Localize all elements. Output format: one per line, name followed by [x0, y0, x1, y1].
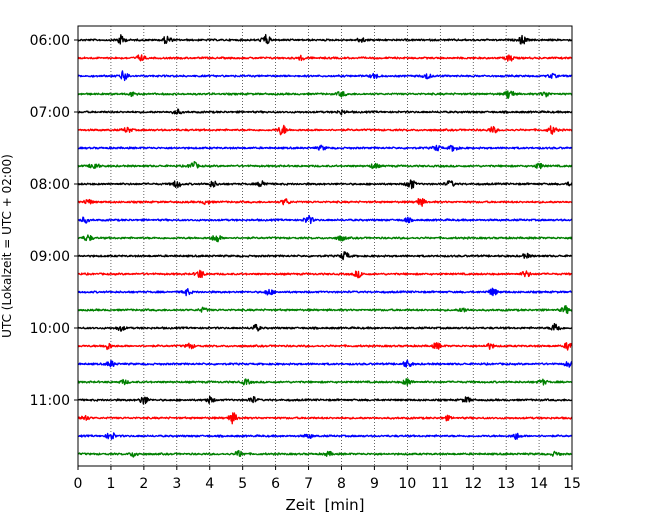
trace-0900	[77, 251, 573, 261]
x-tick-label-13: 13	[497, 476, 515, 492]
x-tick-label-12: 12	[464, 476, 482, 492]
trace-1145	[77, 449, 573, 458]
trace-1130	[77, 432, 573, 440]
trace-1100	[77, 395, 573, 405]
trace-1115	[77, 412, 573, 425]
trace-0700	[77, 108, 573, 116]
traces	[77, 33, 573, 458]
trace-0600	[77, 33, 573, 45]
y-tick-label-0800: 08:00	[30, 177, 70, 193]
y-tick-label-1000: 10:00	[30, 321, 70, 337]
x-tick-label-2: 2	[139, 476, 148, 492]
y-axis-label: UTC (Lokalzeit = UTC + 02:00)	[0, 154, 14, 338]
x-tick-label-11: 11	[431, 476, 449, 492]
y-tick-label-0700: 07:00	[30, 105, 70, 121]
trace-0800	[77, 179, 573, 190]
trace-0845	[77, 234, 573, 243]
trace-0915	[77, 269, 573, 279]
x-axis-label: Zeit [min]	[285, 496, 364, 514]
trace-0745	[77, 160, 573, 170]
y-axis-ticks: 06:00 07:00 08:00 09:00 10:00 11:00	[30, 33, 78, 409]
plot-background	[78, 26, 572, 466]
trace-1045	[77, 378, 573, 387]
x-tick-label-7: 7	[304, 476, 313, 492]
trace-0815	[77, 197, 573, 207]
trace-1030	[77, 359, 573, 368]
x-tick-label-8: 8	[337, 476, 346, 492]
trace-1015	[77, 342, 573, 351]
x-tick-label-6: 6	[271, 476, 280, 492]
x-tick-label-4: 4	[205, 476, 214, 492]
plot-frame	[77, 25, 573, 467]
trace-0945	[77, 305, 573, 315]
trace-0930	[77, 287, 573, 297]
trace-0730	[77, 144, 573, 152]
trace-0830	[77, 214, 573, 225]
x-tick-label-9: 9	[370, 476, 379, 492]
trace-0615	[77, 54, 573, 62]
y-tick-label-0900: 09:00	[30, 249, 70, 265]
x-tick-label-1: 1	[106, 476, 115, 492]
x-axis-ticks: 0 1 2 3 4 5 6 7 8 9 10 11 12 13 14 15	[74, 466, 581, 492]
trace-1000	[77, 322, 573, 332]
trace-0630	[77, 70, 573, 82]
x-tick-label-0: 0	[74, 476, 83, 492]
x-tick-label-10: 10	[398, 476, 416, 492]
x-tick-label-3: 3	[172, 476, 181, 492]
vertical-gridlines	[110, 26, 540, 466]
x-tick-label-5: 5	[238, 476, 247, 492]
trace-0715	[77, 124, 573, 136]
trace-0645	[77, 90, 573, 99]
y-tick-label-1100: 11:00	[30, 393, 70, 409]
y-tick-label-0600: 06:00	[30, 33, 70, 49]
x-tick-label-15: 15	[563, 476, 581, 492]
x-tick-label-14: 14	[530, 476, 548, 492]
